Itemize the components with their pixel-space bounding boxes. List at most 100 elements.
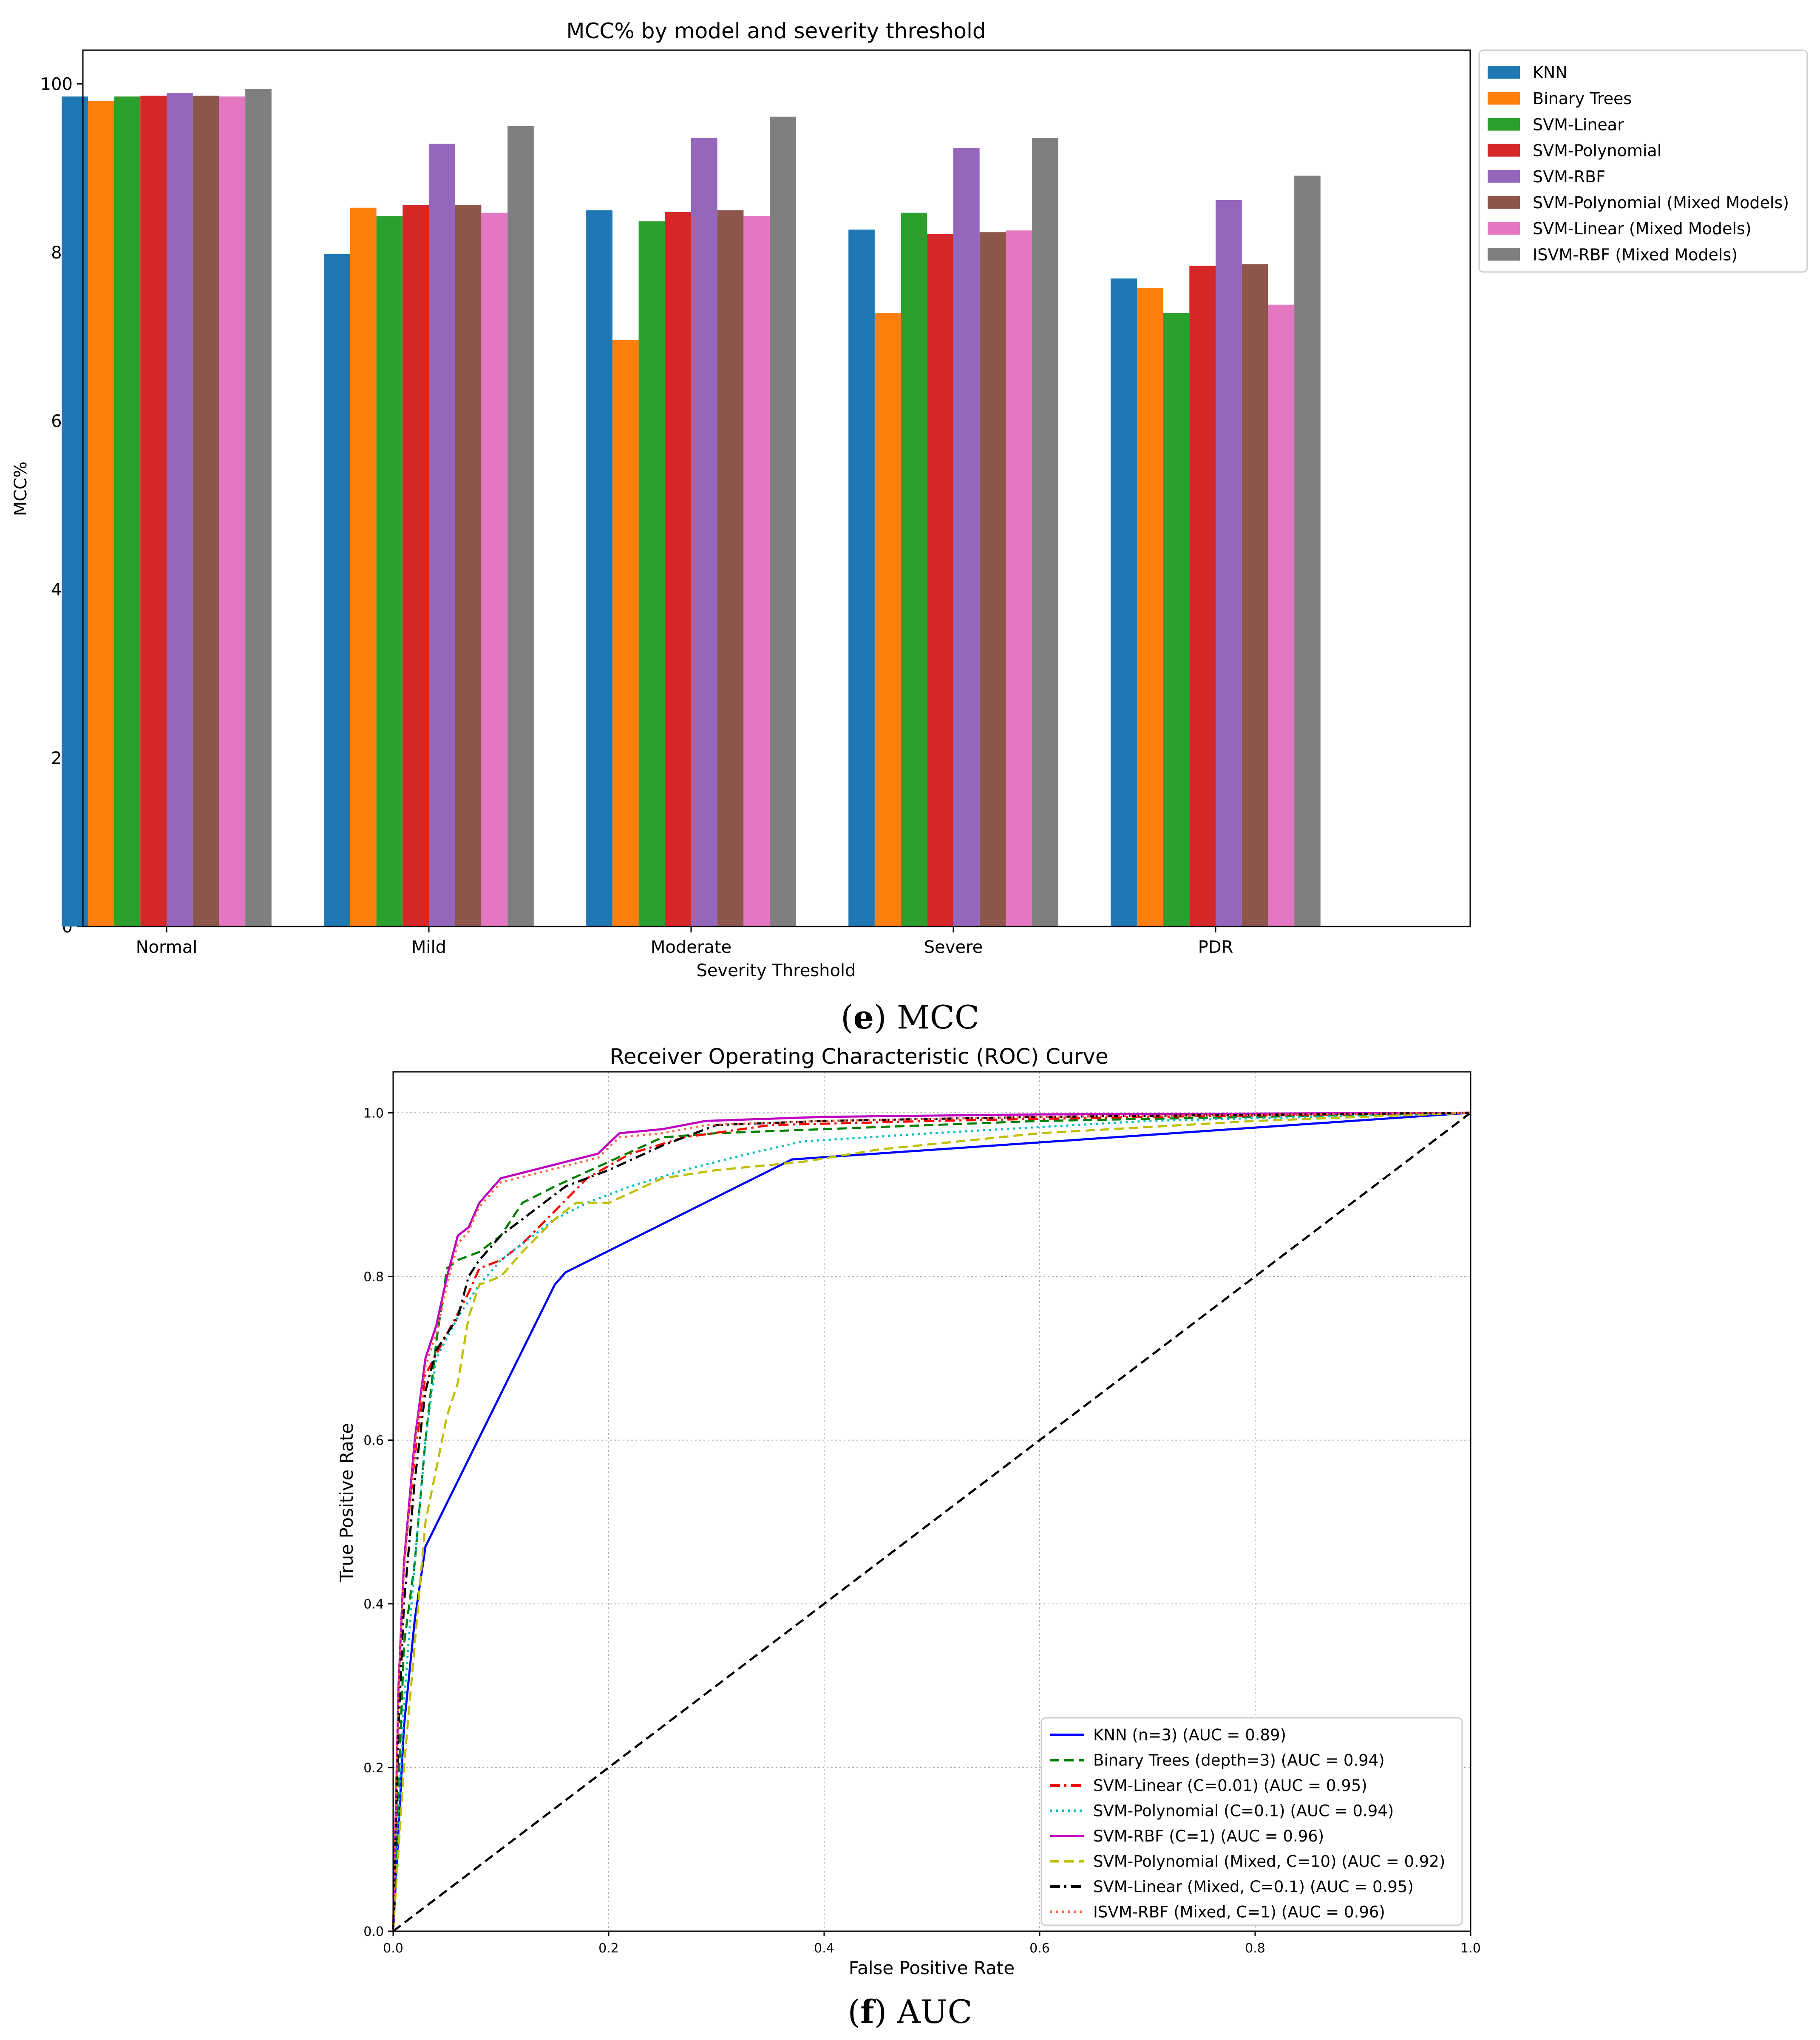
caption-e-letter: e — [853, 998, 874, 1036]
bar-y-axis-label: MCC% — [11, 462, 31, 516]
roc-x-tick-label: 1.0 — [1460, 1941, 1481, 1956]
roc-legend-label-svm-polynomial-mixed-c-10-auc-0-92: SVM-Polynomial (Mixed, C=10) (AUC = 0.92… — [1093, 1853, 1445, 1871]
bar-knn-pdr — [1111, 278, 1137, 927]
bar-svm-linear-mixed-models-severe — [1006, 230, 1032, 926]
bar-svm-linear-mild — [376, 216, 403, 927]
roc-curve-knn-n-3-auc-0-89 — [392, 1111, 1471, 1932]
bar-legend-swatch-svm-linear — [1488, 118, 1520, 131]
bar-svm-rbf-mild — [429, 144, 455, 926]
bar-plot-frame — [82, 49, 1471, 927]
bar-legend-label-svm-polynomial-mixed-models: SVM-Polynomial (Mixed Models) — [1533, 193, 1789, 212]
roc-curve-svm-linear-mixed-c-0-1-auc-0-95 — [392, 1111, 1471, 1932]
bar-legend-box — [1478, 49, 1808, 273]
bar-legend-label-binary-trees: Binary Trees — [1533, 89, 1632, 108]
bar-svm-linear-moderate — [638, 221, 665, 926]
bar-x-tick-label-normal: Normal — [136, 938, 198, 957]
roc-chart-title: Receiver Operating Characteristic (ROC) … — [610, 1044, 1108, 1069]
roc-legend-box — [1040, 1717, 1463, 1926]
bar-knn-mild — [324, 254, 350, 926]
bar-svm-linear-severe — [901, 212, 927, 926]
roc-y-tick-label: 0.2 — [363, 1761, 384, 1776]
bar-svm-polynomial-normal — [140, 96, 167, 926]
bar-binary-trees-mild — [350, 207, 377, 927]
bar-legend-label-knn: KNN — [1533, 63, 1568, 82]
bar-svm-rbf-pdr — [1216, 200, 1242, 927]
caption-e: (e) MCC — [841, 998, 979, 1036]
caption-f-text: AUC — [887, 1993, 972, 2031]
roc-legend-label-binary-trees-depth-3-auc-0-94: Binary Trees (depth=3) (AUC = 0.94) — [1093, 1751, 1385, 1770]
roc-legend-label-svm-linear-mixed-c-0-1-auc-0-95: SVM-Linear (Mixed, C=0.1) (AUC = 0.95) — [1093, 1878, 1414, 1896]
bar-svm-linear-mixed-models-moderate — [743, 216, 770, 927]
roc-curve-svm-rbf-c-1-auc-0-96 — [392, 1111, 1471, 1932]
caption-e-text: MCC — [887, 998, 979, 1036]
roc-y-tick-label: 0.4 — [363, 1597, 384, 1612]
bar-legend-label-isvm-rbf-mixed-models: ISVM-RBF (Mixed Models) — [1533, 245, 1738, 264]
bar-svm-rbf-moderate — [691, 138, 717, 927]
bar-svm-polynomial-severe — [927, 234, 953, 926]
bar-svm-rbf-normal — [167, 93, 193, 926]
roc-y-axis-label: True Positive Rate — [336, 1423, 357, 1582]
bar-isvm-rbf-mixed-models-normal — [245, 89, 272, 926]
roc-legend-label-svm-linear-c-0-01-auc-0-95: SVM-Linear (C=0.01) (AUC = 0.95) — [1093, 1776, 1367, 1795]
bar-legend-label-svm-rbf: SVM-RBF — [1533, 167, 1605, 186]
bar-legend: KNN Binary Trees SVM-Linear SVM-Polynomial S… — [1478, 49, 1808, 273]
bar-svm-polynomial-mild — [403, 205, 429, 926]
bar-x-tick-label-mild: Mild — [411, 938, 446, 957]
bar-binary-trees-pdr — [1137, 288, 1163, 927]
roc-legend: KNN (n=3) (AUC = 0.89) Binary Trees (dept… — [1040, 1717, 1463, 1926]
roc-curve-svm-linear-c-0-01-auc-0-95 — [392, 1111, 1471, 1932]
bar-legend-swatch-svm-linear-mixed-models — [1488, 222, 1520, 235]
bar-knn-severe — [848, 230, 875, 926]
bar-legend-swatch-binary-trees — [1488, 92, 1520, 105]
bar-x-axis: Normal Mild Moderate Severe PDR — [136, 926, 1233, 957]
bar-svm-polynomial-mixed-models-normal — [193, 96, 219, 926]
bar-legend-swatch-svm-rbf — [1488, 170, 1520, 183]
bar-knn-normal — [62, 96, 88, 926]
bar-legend-swatch-svm-polynomial — [1488, 144, 1520, 157]
bar-marks — [62, 89, 1321, 927]
bar-chart-title: MCC% by model and severity threshold — [566, 19, 986, 43]
roc-axes: 0.0 0.2 0.4 0.6 0.8 1.0 0.0 0.2 0.4 0.6 0.8 1.0 — [363, 1106, 1481, 1956]
roc-y-tick-label: 0.8 — [363, 1269, 384, 1284]
roc-x-tick-label: 0.8 — [1245, 1941, 1265, 1956]
roc-y-tick-label: 1.0 — [363, 1106, 384, 1121]
bar-binary-trees-normal — [88, 100, 114, 926]
bar-svm-polynomial-pdr — [1189, 266, 1216, 926]
roc-legend-label-isvm-rbf-mixed-c-1-auc-0-96: ISVM-RBF (Mixed, C=1) (AUC = 0.96) — [1093, 1903, 1385, 1921]
bar-legend-swatch-isvm-rbf-mixed-models — [1488, 248, 1520, 261]
bar-svm-linear-normal — [114, 96, 141, 926]
bar-svm-polynomial-mixed-models-severe — [979, 232, 1006, 927]
bar-svm-rbf-severe — [953, 147, 980, 926]
mcc-bar-chart: MCC% by model and severity threshold 020… — [11, 19, 1808, 980]
bar-isvm-rbf-mixed-models-pdr — [1294, 176, 1321, 926]
bar-svm-polynomial-mixed-models-pdr — [1242, 264, 1268, 927]
roc-curve-svm-polynomial-c-0-1-auc-0-94 — [392, 1111, 1471, 1932]
bar-x-tick-label-moderate: Moderate — [651, 938, 731, 957]
bar-binary-trees-severe — [874, 313, 901, 926]
bar-isvm-rbf-mixed-models-mild — [507, 126, 534, 926]
roc-x-tick-label: 0.6 — [1029, 1941, 1050, 1956]
bar-legend-label-svm-polynomial: SVM-Polynomial — [1533, 142, 1661, 160]
bar-svm-linear-pdr — [1163, 313, 1190, 926]
roc-x-tick-label: 0.2 — [598, 1941, 619, 1956]
bar-isvm-rbf-mixed-models-moderate — [770, 116, 796, 926]
bar-isvm-rbf-mixed-models-severe — [1032, 138, 1058, 927]
caption-f: (f) AUC — [848, 1993, 972, 2031]
bar-legend-label-svm-linear: SVM-Linear — [1533, 115, 1624, 134]
roc-legend-label-knn-n-3-auc-0-89: KNN (n=3) (AUC = 0.89) — [1093, 1726, 1286, 1744]
roc-x-tick-label: 0.0 — [383, 1941, 403, 1956]
bar-svm-polynomial-moderate — [665, 212, 691, 927]
bar-x-tick-label-severe: Severe — [924, 938, 983, 957]
bar-binary-trees-moderate — [612, 340, 639, 926]
bar-legend-swatch-svm-polynomial-mixed-models — [1488, 196, 1520, 209]
bar-y-tick-label: 100 — [40, 74, 73, 94]
bar-knn-moderate — [586, 210, 612, 926]
bar-legend-swatch-knn — [1488, 66, 1520, 79]
bar-svm-polynomial-mixed-models-mild — [455, 205, 482, 926]
bar-svm-linear-mixed-models-mild — [481, 212, 508, 926]
bar-svm-polynomial-mixed-models-moderate — [717, 210, 744, 926]
roc-y-tick-label: 0.0 — [363, 1924, 384, 1939]
roc-curves — [392, 1111, 1471, 1932]
roc-x-tick-label: 0.4 — [814, 1941, 834, 1956]
